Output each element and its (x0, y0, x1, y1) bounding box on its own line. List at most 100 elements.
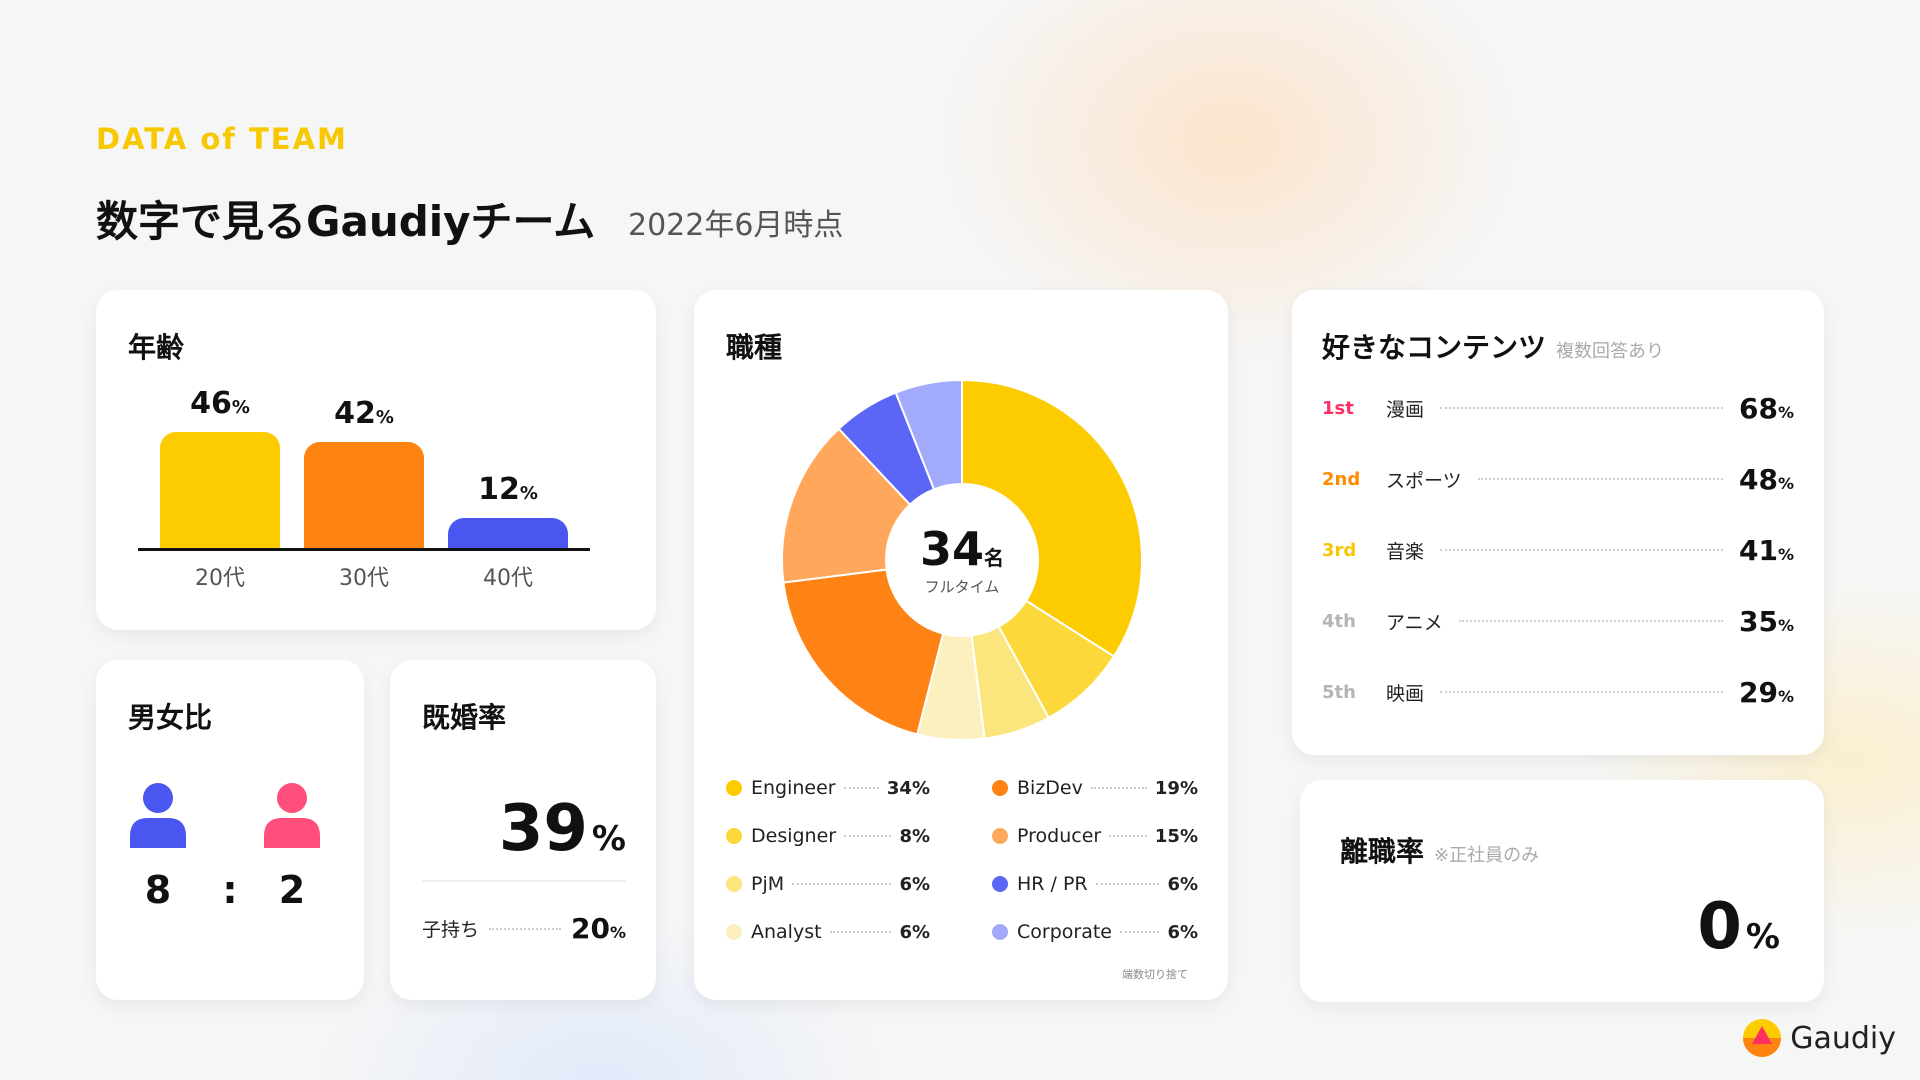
age-bar-value-unit: % (519, 483, 538, 504)
job-legend-item: Producer 15% (992, 822, 1198, 850)
legend-color-dot (992, 780, 1008, 796)
legend-color-dot (726, 924, 742, 940)
ratio-separator: : (222, 868, 238, 912)
age-category-label: 20代 (195, 566, 245, 591)
legend-leader-dots (843, 787, 879, 789)
marriage-card-title: 既婚率 (422, 701, 507, 734)
content-percentage-value: 35 (1739, 604, 1778, 638)
legend-leader-dots (1090, 787, 1147, 789)
legend-color-dot (726, 780, 742, 796)
content-percentage-value: 41 (1739, 533, 1778, 567)
job-legend-item: PjM 6% (726, 870, 930, 898)
rank-label: 5th (1322, 681, 1356, 703)
job-legend-item: Analyst 6% (726, 918, 930, 946)
legend-leader-dots (1109, 835, 1147, 837)
legend-leader-dots (1095, 883, 1160, 885)
rank-leader-dots (1477, 478, 1723, 480)
legend-label: Producer (1017, 825, 1102, 847)
age-category-label: 40代 (483, 566, 533, 591)
age-bar-value-unit: % (375, 407, 394, 428)
marriage-rate-unit: % (591, 819, 626, 859)
job-total-value: 34 (919, 522, 984, 576)
legend-value: 6% (1167, 921, 1198, 943)
kids-leader-dots (489, 927, 561, 930)
job-donut-slice (961, 378, 1143, 658)
rank-label: 3rd (1322, 539, 1357, 561)
kids-row: 子持ち 20% (422, 912, 626, 945)
turnover-rate-unit: % (1745, 917, 1780, 957)
content-percentage-value: 68 (1739, 391, 1778, 425)
legend-label: HR / PR (1017, 873, 1088, 895)
age-category-label: 30代 (339, 566, 389, 591)
male-person-icon (130, 783, 186, 848)
content-name: アニメ (1386, 611, 1443, 634)
age-bar-value-number: 46 (190, 386, 232, 421)
job-donut-slice (894, 378, 963, 491)
age-bar (448, 518, 568, 548)
job-legend-item: Designer 8% (726, 822, 930, 850)
legend-color-dot (726, 876, 742, 892)
content-percentage-value: 29 (1739, 675, 1778, 709)
content-percentage: 29% (1739, 676, 1794, 709)
gaudiy-logo-icon (1743, 1019, 1782, 1057)
job-card-title: 職種 (726, 331, 783, 364)
job-legend-item: Engineer 34% (726, 774, 930, 802)
age-bar (304, 442, 424, 548)
job-card: 職種 34名 フルタイム Engineer 34% Designer 8% PjM 6% A… (694, 290, 1228, 1000)
gender-card: 男女比 8 : 2 (96, 660, 364, 1000)
content-percentage-unit: % (1777, 402, 1794, 422)
turnover-rate: 0% (1697, 890, 1780, 964)
content-rank-row: 4th アニメ 35% (1322, 603, 1794, 639)
marriage-card: 既婚率 39% 子持ち 20% (390, 660, 656, 1000)
content-percentage-unit: % (1777, 686, 1794, 706)
content-rank-row: 5th 映画 29% (1322, 674, 1794, 710)
legend-value: 6% (899, 873, 930, 895)
legend-label: BizDev (1017, 777, 1083, 799)
content-percentage-unit: % (1777, 544, 1794, 564)
kids-label: 子持ち (422, 919, 480, 941)
age-bar-value-number: 12 (478, 472, 520, 507)
legend-color-dot (992, 828, 1008, 844)
content-name: 音楽 (1386, 540, 1425, 563)
content-percentage-unit: % (1777, 473, 1794, 493)
job-legend-item: BizDev 19% (992, 774, 1198, 802)
legend-label: PjM (751, 873, 785, 895)
gaudiy-logo: Gaudiy (1742, 1018, 1896, 1058)
age-bar-value: 12% (448, 472, 568, 507)
legend-label: Corporate (1017, 921, 1112, 943)
turnover-card: 離職率 ※正社員のみ 0% (1300, 780, 1824, 1002)
page-title: 数字で見るGaudiyチーム (96, 197, 596, 246)
content-name: 漫画 (1386, 398, 1425, 421)
kids-rate: 20% (571, 912, 626, 945)
legend-label: Designer (751, 825, 837, 847)
eyebrow-label: DATA of TEAM (96, 122, 348, 156)
kids-rate-unit: % (609, 923, 626, 942)
content-percentage: 35% (1739, 605, 1794, 638)
content-percentage-value: 48 (1739, 462, 1778, 496)
legend-leader-dots (829, 931, 892, 933)
legend-value: 6% (899, 921, 930, 943)
content-percentage: 41% (1739, 534, 1794, 567)
job-legend-item: Corporate 6% (992, 918, 1198, 946)
legend-label: Engineer (751, 777, 836, 799)
rank-label: 2nd (1322, 468, 1361, 490)
content-rank-row: 1st 漫画 68% (1322, 390, 1794, 426)
marriage-rate: 39% (499, 792, 626, 866)
turnover-card-title: 離職率 ※正社員のみ (1340, 830, 1539, 870)
content-percentage: 48% (1739, 463, 1794, 496)
rank-leader-dots (1440, 407, 1723, 409)
turnover-rate-value: 0 (1697, 890, 1742, 964)
legend-color-dot (992, 876, 1008, 892)
legend-value: 19% (1154, 777, 1198, 799)
legend-leader-dots (1119, 931, 1160, 933)
gender-card-title: 男女比 (128, 701, 213, 734)
job-legend-item: HR / PR 6% (992, 870, 1198, 898)
as-of-date: 2022年6月時点 (628, 208, 844, 243)
content-name: 映画 (1386, 682, 1425, 705)
age-bar-value-number: 42 (334, 396, 376, 431)
gaudiy-logo-text: Gaudiy (1790, 1020, 1896, 1056)
job-donut-slice (781, 427, 912, 584)
divider (422, 880, 626, 882)
legend-leader-dots (792, 883, 892, 885)
contents-card-title: 好きなコンテンツ 複数回答あり (1322, 326, 1664, 366)
